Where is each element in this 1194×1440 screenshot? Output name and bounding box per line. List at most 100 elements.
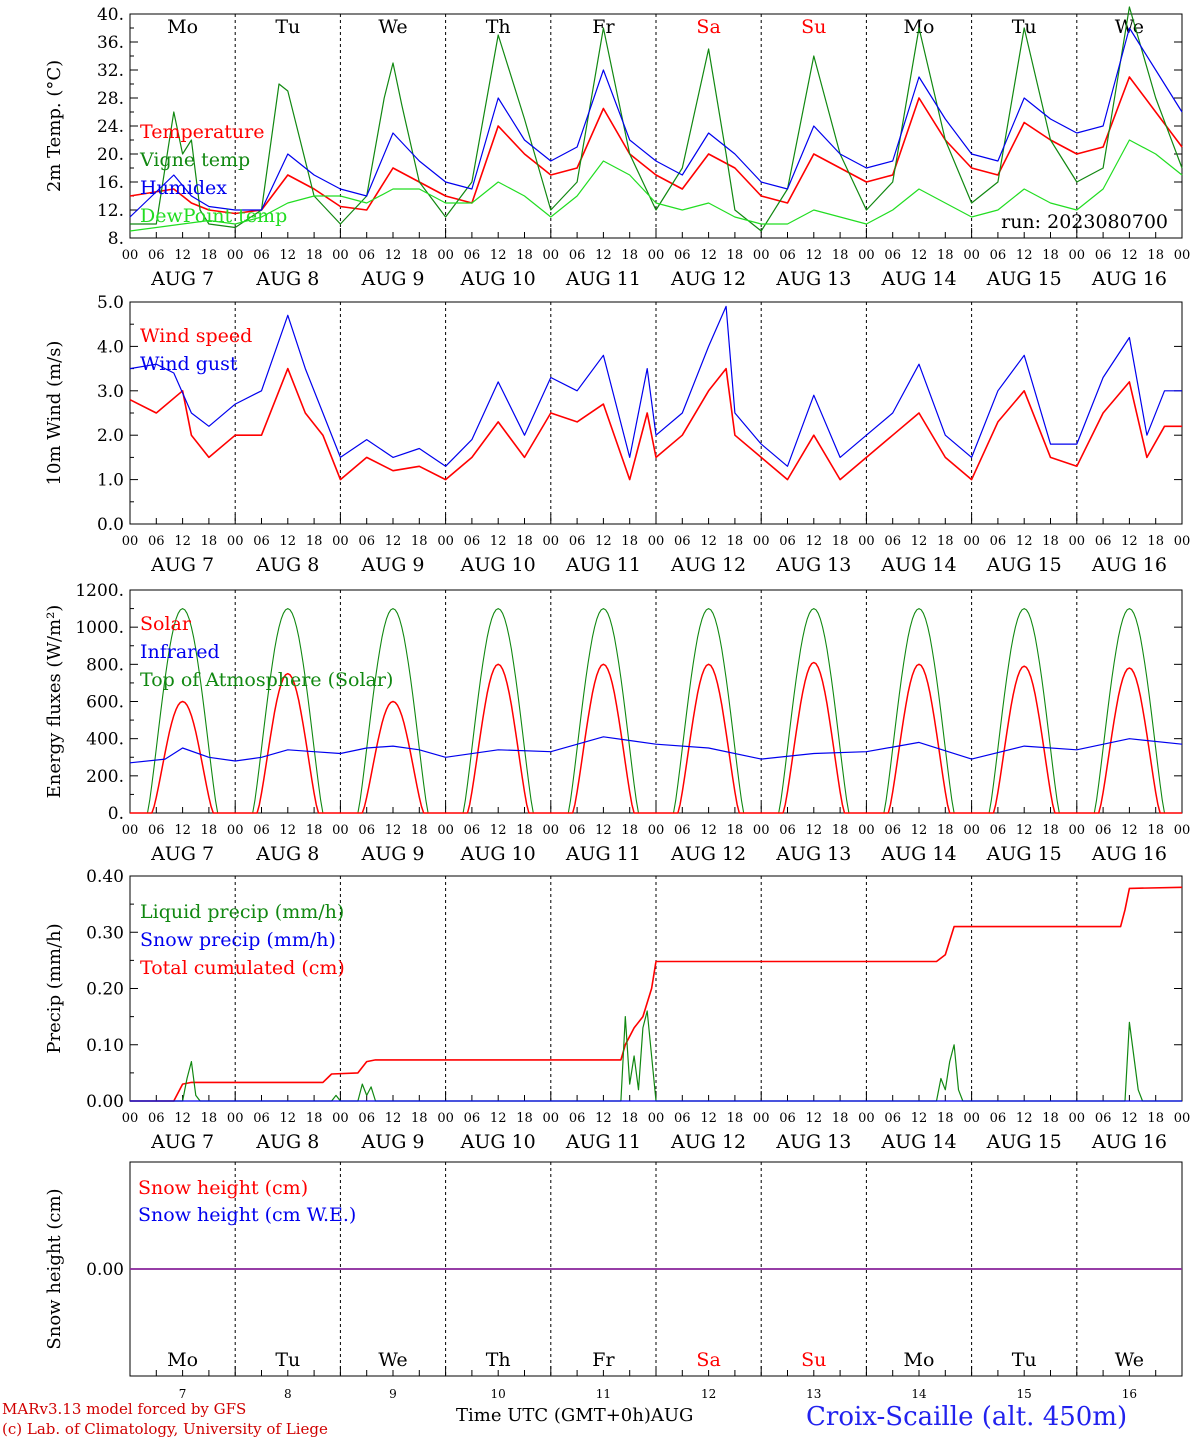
y-tick-label: 0.00 [86,1260,124,1280]
hour-label: 18 [937,1111,954,1126]
hour-label: 00 [332,823,349,838]
hour-label: 12 [1121,248,1138,263]
date-label: AUG 15 [986,843,1062,865]
hour-label: 00 [543,248,560,263]
hour-label: 12 [490,248,507,263]
y-tick-label: 1200. [75,581,124,601]
date-label: AUG 8 [255,843,319,865]
date-number: 7 [179,1387,187,1401]
hour-label: 00 [858,1111,875,1126]
y-tick-label: 32. [97,61,124,81]
hour-label: 12 [174,1111,191,1126]
hour-label: 12 [911,1111,928,1126]
hour-label: 12 [595,534,612,549]
hour-label: 00 [122,823,139,838]
hour-label: 12 [806,1111,823,1126]
hour-label: 06 [1095,823,1112,838]
legend-entry: Liquid precip (mm/h) [140,901,344,923]
hour-label: 06 [358,534,375,549]
legend-entry: Vigne temp [139,149,250,171]
date-label: AUG 11 [565,843,641,865]
hour-label: 18 [1042,823,1059,838]
y-tick-label: 0.20 [86,980,124,1000]
hour-label: 00 [332,534,349,549]
date-label: AUG 14 [880,843,956,865]
hour-label: 18 [621,823,638,838]
date-label: AUG 14 [880,268,956,290]
y-tick-label: 600. [86,693,124,713]
date-label: AUG 10 [460,843,536,865]
day-name: Fr [592,16,615,38]
hour-label: 12 [700,1111,717,1126]
date-label: AUG 7 [150,268,214,290]
hour-label: 06 [990,248,1007,263]
hour-label: 18 [621,1111,638,1126]
y-tick-label: 1.0 [97,471,124,491]
y-tick-label: 0. [108,804,124,824]
hour-label: 18 [621,248,638,263]
y-tick-label: 0.40 [86,867,124,887]
hour-label: 18 [937,248,954,263]
date-label: AUG 10 [460,1131,536,1153]
y-axis-title: Snow height (cm) [44,1188,65,1349]
day-name: Th [486,16,511,38]
wind-gust-line [129,305,1182,467]
hour-label: 00 [963,1111,980,1126]
y-tick-label: 4.0 [97,337,124,357]
hour-label: 12 [490,1111,507,1126]
hour-label: 12 [1121,1111,1138,1126]
y-tick-label: 3.0 [97,382,124,402]
date-label: AUG 8 [255,554,319,576]
y-axis-title: Energy fluxes (W/m²) [44,605,65,799]
hour-label: 00 [1069,823,1086,838]
date-label: AUG 15 [986,1131,1062,1153]
run-label: run: 2023080700 [1001,211,1168,233]
hour-label: 00 [543,534,560,549]
hour-label: 12 [1121,534,1138,549]
humidex-line [129,27,1183,218]
hour-label: 12 [700,823,717,838]
hour-label: 12 [700,248,717,263]
date-label: AUG 9 [360,268,424,290]
date-label: AUG 12 [670,1131,746,1153]
hour-label: 00 [437,823,454,838]
legend-entry: DewPoint temp [140,205,287,227]
hour-label: 18 [1147,823,1164,838]
hour-label: 00 [543,1111,560,1126]
hour-label: 00 [1069,248,1086,263]
date-number: 8 [284,1387,292,1401]
date-number: 10 [491,1387,506,1401]
infrared-line [129,736,1183,764]
y-tick-label: 40. [97,5,124,25]
hour-label: 12 [280,534,297,549]
wind-speed-line [129,367,1182,481]
hour-label: 00 [437,1111,454,1126]
hour-label: 18 [516,1111,533,1126]
hour-label: 00 [858,534,875,549]
plot-frame [129,589,1183,814]
total-cumulated-cm-line [130,886,1183,1102]
hour-label: 18 [516,534,533,549]
station-name: Croix-Scaille (alt. 450m) [806,1402,1128,1432]
hour-label: 12 [1016,823,1033,838]
hour-label: 00 [963,823,980,838]
legend-entry: Snow precip (mm/h) [140,929,336,951]
hour-label: 06 [569,248,586,263]
day-name: Mo [167,1349,198,1371]
hour-label: 06 [148,1111,165,1126]
date-label: AUG 8 [255,1131,319,1153]
hour-label: 12 [911,534,928,549]
day-name: Su [801,1349,826,1371]
date-label: AUG 13 [775,554,851,576]
hour-label: 12 [385,248,402,263]
hour-label: 00 [437,248,454,263]
date-label: AUG 11 [565,268,641,290]
hour-label: 06 [1095,1111,1112,1126]
legend-entry: Snow height (cm) [138,1177,308,1199]
legend-entry: Infrared [140,641,220,663]
hour-label: 06 [464,534,481,549]
solar-line [130,661,1182,814]
hour-label: 12 [595,823,612,838]
hour-label: 00 [1174,823,1191,838]
hour-label: 12 [806,248,823,263]
